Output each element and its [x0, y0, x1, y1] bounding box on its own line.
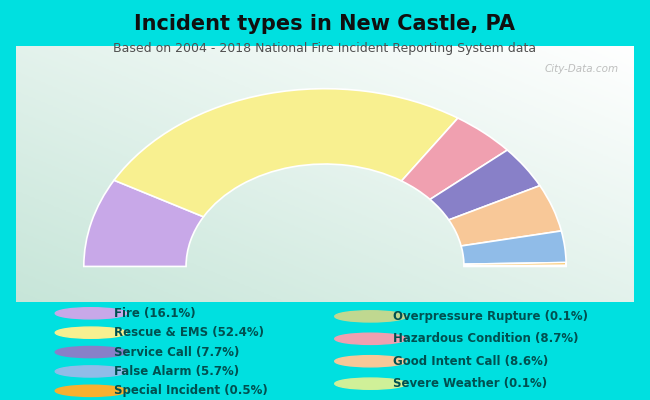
Circle shape [55, 366, 127, 377]
Circle shape [335, 378, 406, 389]
Wedge shape [464, 265, 566, 266]
Wedge shape [461, 231, 566, 264]
Text: Fire (16.1%): Fire (16.1%) [114, 307, 196, 320]
Text: Overpressure Rupture (0.1%): Overpressure Rupture (0.1%) [393, 310, 588, 323]
Circle shape [335, 311, 406, 322]
Text: Rescue & EMS (52.4%): Rescue & EMS (52.4%) [114, 326, 264, 339]
Text: Incident types in New Castle, PA: Incident types in New Castle, PA [135, 14, 515, 34]
Circle shape [335, 356, 406, 367]
Text: Severe Weather (0.1%): Severe Weather (0.1%) [393, 377, 547, 390]
Text: Good Intent Call (8.6%): Good Intent Call (8.6%) [393, 355, 549, 368]
Wedge shape [84, 180, 203, 266]
Text: False Alarm (5.7%): False Alarm (5.7%) [114, 365, 239, 378]
Wedge shape [114, 89, 458, 217]
Text: Hazardous Condition (8.7%): Hazardous Condition (8.7%) [393, 332, 578, 345]
Wedge shape [464, 262, 566, 266]
Circle shape [55, 308, 127, 319]
Wedge shape [430, 150, 540, 220]
Text: City-Data.com: City-Data.com [544, 64, 618, 74]
Circle shape [55, 327, 127, 338]
Text: Service Call (7.7%): Service Call (7.7%) [114, 346, 239, 358]
Text: Based on 2004 - 2018 National Fire Incident Reporting System data: Based on 2004 - 2018 National Fire Incid… [114, 42, 536, 55]
Wedge shape [402, 118, 507, 199]
Wedge shape [448, 186, 562, 246]
Circle shape [335, 333, 406, 344]
Circle shape [55, 346, 127, 358]
Circle shape [55, 385, 127, 396]
Text: Special Incident (0.5%): Special Incident (0.5%) [114, 384, 268, 397]
